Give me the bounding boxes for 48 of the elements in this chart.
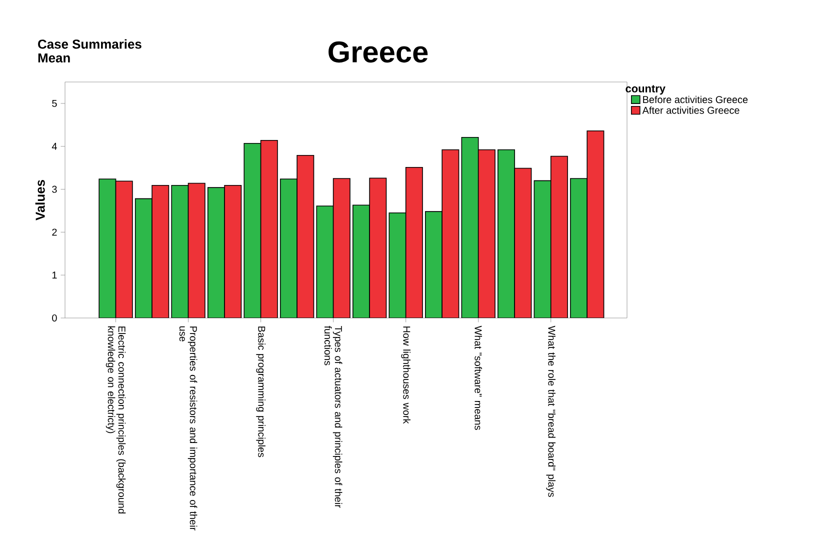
y-tick-label: 3 [52, 186, 57, 193]
bar [188, 183, 205, 318]
bar [316, 206, 334, 318]
bar [389, 212, 406, 318]
chart-title: Greece [328, 41, 428, 63]
y-tick-label: 2 [52, 228, 57, 236]
bar [224, 185, 242, 318]
bar [462, 137, 478, 318]
legend-label: After activities Greece [642, 106, 740, 114]
bar [534, 180, 551, 318]
bar [406, 167, 423, 318]
bar [280, 178, 298, 318]
bar [208, 188, 225, 318]
bar [297, 155, 314, 318]
legend-label: Before activities Greece [643, 96, 748, 104]
bar [260, 140, 278, 318]
bar [514, 168, 532, 318]
text: Mean [38, 53, 70, 63]
bar [442, 150, 459, 318]
bar [586, 130, 604, 318]
text: Case Summaries [38, 39, 142, 49]
bar [570, 178, 588, 318]
bar [425, 212, 442, 318]
x-tick-label: Types of actuators and principles of their functions [324, 326, 342, 508]
x-tick-label: What "software" means [474, 326, 482, 430]
y-tick-label: 0 [52, 314, 57, 322]
y-tick-label: 4 [52, 142, 57, 150]
bar [172, 185, 188, 318]
y-tick-label: 5 [52, 100, 57, 107]
x-tick-label: Basic programming principles [256, 326, 266, 458]
x-tick-label: How lighthouses work [401, 326, 410, 424]
x-tick-label: Electric connection principles (background knowledge on electricty) [106, 326, 126, 514]
x-tick-label: Properties of resistors and importance of their use [179, 326, 198, 530]
y-axis-title: Values [35, 180, 45, 220]
bar [498, 150, 515, 318]
bar [333, 178, 350, 318]
legend-title: country [626, 85, 666, 95]
bar [370, 178, 386, 318]
x-tick-label: What the role that "bread board" plays [546, 326, 556, 497]
bar [478, 150, 496, 318]
bar [135, 198, 152, 318]
bar [550, 156, 568, 318]
bar [116, 181, 132, 318]
bar [99, 178, 116, 318]
bar [152, 185, 169, 318]
bar [244, 143, 261, 318]
y-tick-label: 1 [52, 272, 57, 279]
bar [352, 205, 370, 318]
